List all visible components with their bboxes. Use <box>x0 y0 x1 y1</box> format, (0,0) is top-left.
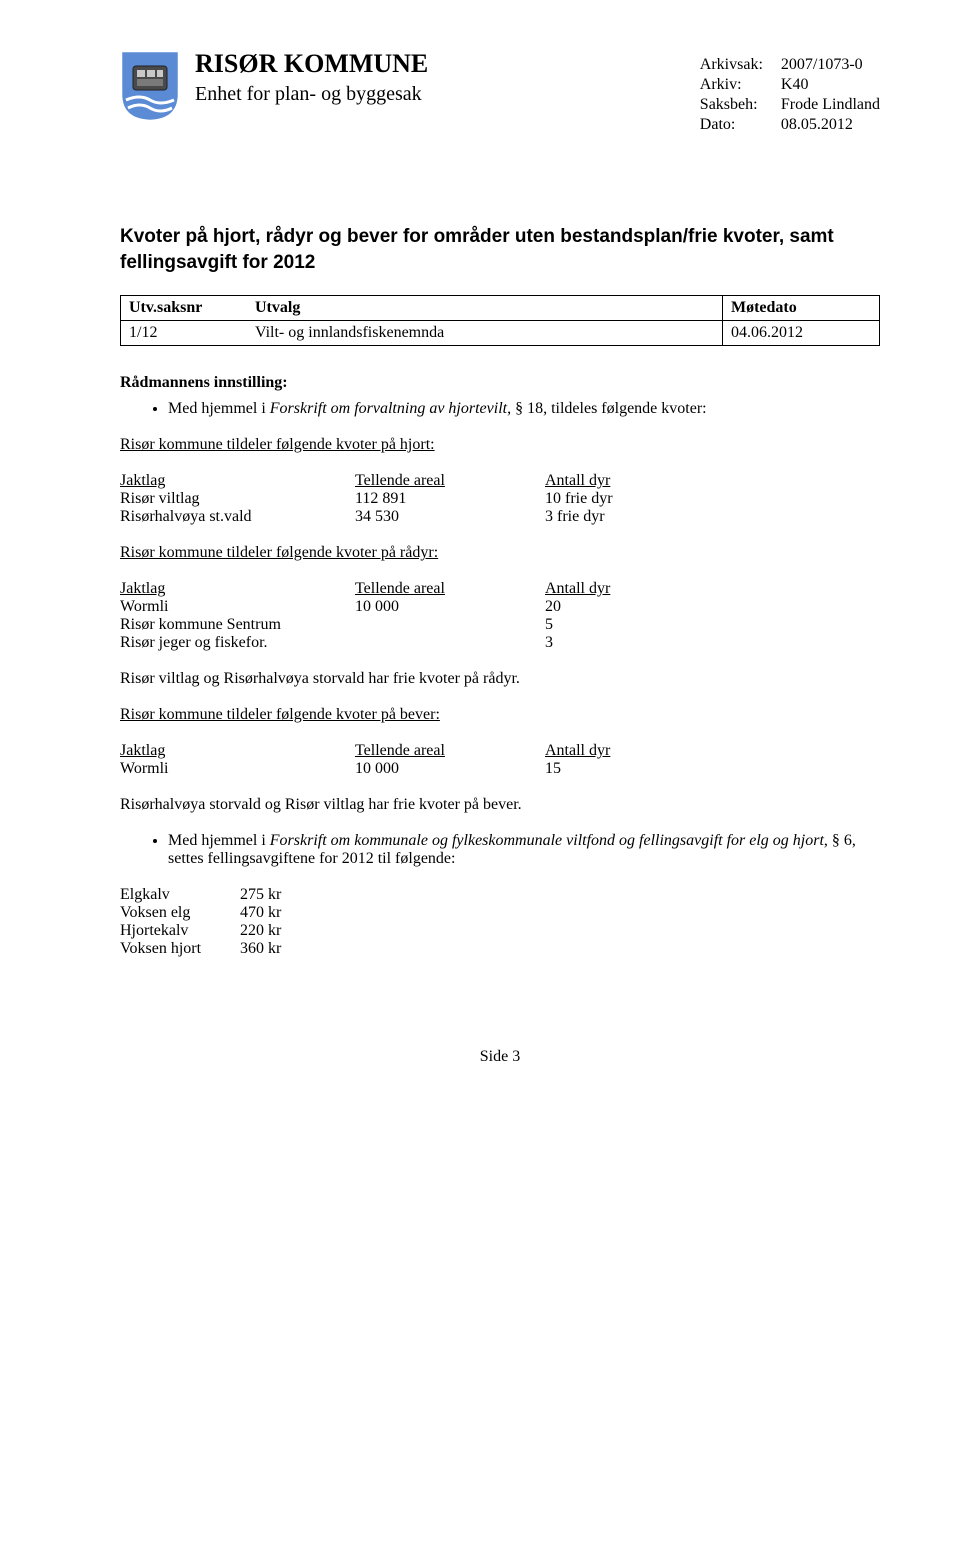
cell: 112 891 <box>355 490 545 508</box>
cell <box>355 634 545 652</box>
cell: 3 <box>545 634 610 652</box>
municipal-crest-icon <box>120 50 180 122</box>
hjort-intro: Risør kommune tildeler følgende kvoter p… <box>120 436 880 454</box>
table-row: Voksen elg 470 kr <box>120 904 281 922</box>
table-row: Elgkalv 275 kr <box>120 886 281 904</box>
cell: 10 000 <box>355 760 545 778</box>
table-row: Voksen hjort 360 kr <box>120 940 281 958</box>
hjort-h2: Tellende areal <box>355 472 545 490</box>
bullet1-pre: Med hjemmel i <box>168 400 270 417</box>
table-row: Utv.saksnr Utvalg Møtedato <box>121 296 880 321</box>
utvalg-cell: 04.06.2012 <box>723 321 880 346</box>
table-row: Wormli 10 000 20 <box>120 598 610 616</box>
dato-label: Dato: <box>700 116 763 134</box>
table-row: Risørhalvøya st.vald 34 530 3 frie dyr <box>120 508 613 526</box>
fee-value: 360 kr <box>240 940 281 958</box>
saksbeh-label: Saksbeh: <box>700 96 763 114</box>
fees-bullet-em: Forskrift om kommunale og fylkeskommunal… <box>270 832 824 849</box>
fee-label: Elgkalv <box>120 886 240 904</box>
table-row: Risør kommune Sentrum 5 <box>120 616 610 634</box>
bever-h2: Tellende areal <box>355 742 545 760</box>
dato-value: 08.05.2012 <box>781 116 880 134</box>
table-row: Hjortekalv 220 kr <box>120 922 281 940</box>
hjort-table: Jaktlag Tellende areal Antall dyr Risør … <box>120 472 613 526</box>
radyr-table: Jaktlag Tellende areal Antall dyr Wormli… <box>120 580 610 652</box>
hjort-h3: Antall dyr <box>545 472 613 490</box>
cell: Risør viltlag <box>120 490 355 508</box>
bullet-list: Med hjemmel i Forskrift om kommunale og … <box>120 832 880 868</box>
header-meta: Arkivsak: 2007/1073-0 Arkiv: K40 Saksbeh… <box>700 56 880 134</box>
bever-h3: Antall dyr <box>545 742 610 760</box>
table-row: Jaktlag Tellende areal Antall dyr <box>120 580 610 598</box>
arkiv-value: K40 <box>781 76 880 94</box>
utvalg-col-utvalg: Utvalg <box>247 296 723 321</box>
cell: Wormli <box>120 760 355 778</box>
arkivsak-value: 2007/1073-0 <box>781 56 880 74</box>
cell: 15 <box>545 760 610 778</box>
fee-label: Hjortekalv <box>120 922 240 940</box>
fee-value: 470 kr <box>240 904 281 922</box>
header: RISØR KOMMUNE Enhet for plan- og byggesa… <box>120 50 880 134</box>
cell: 10 frie dyr <box>545 490 613 508</box>
radyr-h3: Antall dyr <box>545 580 610 598</box>
radyr-h1: Jaktlag <box>120 580 355 598</box>
table-row: Risør viltlag 112 891 10 frie dyr <box>120 490 613 508</box>
cell: Risørhalvøya st.vald <box>120 508 355 526</box>
utvalg-col-saksnr: Utv.saksnr <box>121 296 248 321</box>
bever-intro: Risør kommune tildeler følgende kvoter p… <box>120 706 880 724</box>
saksbeh-value: Frode Lindland <box>781 96 880 114</box>
innstilling-heading: Rådmannens innstilling: <box>120 374 880 392</box>
cell: 5 <box>545 616 610 634</box>
cell: Risør jeger og fiskefor. <box>120 634 355 652</box>
cell: 3 frie dyr <box>545 508 613 526</box>
unit-name: Enhet for plan- og byggesak <box>195 83 700 106</box>
header-left: RISØR KOMMUNE Enhet for plan- og byggesa… <box>195 50 700 106</box>
fees-bullet-pre: Med hjemmel i <box>168 832 270 849</box>
page: RISØR KOMMUNE Enhet for plan- og byggesa… <box>0 0 960 1096</box>
utvalg-col-motedato: Møtedato <box>723 296 880 321</box>
arkivsak-label: Arkivsak: <box>700 56 763 74</box>
fee-value: 220 kr <box>240 922 281 940</box>
utvalg-cell: 1/12 <box>121 321 248 346</box>
bullet1-post: , § 18, tildeles følgende kvoter: <box>507 400 707 417</box>
table-row: Jaktlag Tellende areal Antall dyr <box>120 472 613 490</box>
cell: 10 000 <box>355 598 545 616</box>
cell: 20 <box>545 598 610 616</box>
utvalg-table: Utv.saksnr Utvalg Møtedato 1/12 Vilt- og… <box>120 295 880 346</box>
table-row: 1/12 Vilt- og innlandsfiskenemnda 04.06.… <box>121 321 880 346</box>
fees-table: Elgkalv 275 kr Voksen elg 470 kr Hjortek… <box>120 886 281 958</box>
bullet-list: Med hjemmel i Forskrift om forvaltning a… <box>120 400 880 418</box>
cell: Risør kommune Sentrum <box>120 616 355 634</box>
table-row: Wormli 10 000 15 <box>120 760 610 778</box>
list-item: Med hjemmel i Forskrift om kommunale og … <box>168 832 880 868</box>
org-name: RISØR KOMMUNE <box>195 50 700 79</box>
radyr-note: Risør viltlag og Risørhalvøya storvald h… <box>120 670 880 688</box>
bullet1-em: Forskrift om forvaltning av hjortevilt <box>270 400 507 417</box>
cell <box>355 616 545 634</box>
radyr-intro: Risør kommune tildeler følgende kvoter p… <box>120 544 880 562</box>
table-row: Jaktlag Tellende areal Antall dyr <box>120 742 610 760</box>
fee-label: Voksen elg <box>120 904 240 922</box>
hjort-h1: Jaktlag <box>120 472 355 490</box>
bever-h1: Jaktlag <box>120 742 355 760</box>
fee-label: Voksen hjort <box>120 940 240 958</box>
utvalg-cell: Vilt- og innlandsfiskenemnda <box>247 321 723 346</box>
table-row: Risør jeger og fiskefor. 3 <box>120 634 610 652</box>
arkiv-label: Arkiv: <box>700 76 763 94</box>
radyr-h2: Tellende areal <box>355 580 545 598</box>
list-item: Med hjemmel i Forskrift om forvaltning a… <box>168 400 880 418</box>
bever-table: Jaktlag Tellende areal Antall dyr Wormli… <box>120 742 610 778</box>
cell: Wormli <box>120 598 355 616</box>
cell: 34 530 <box>355 508 545 526</box>
page-footer: Side 3 <box>120 1048 880 1066</box>
fee-value: 275 kr <box>240 886 281 904</box>
bever-note: Risørhalvøya storvald og Risør viltlag h… <box>120 796 880 814</box>
document-title: Kvoter på hjort, rådyr og bever for områ… <box>120 224 880 275</box>
